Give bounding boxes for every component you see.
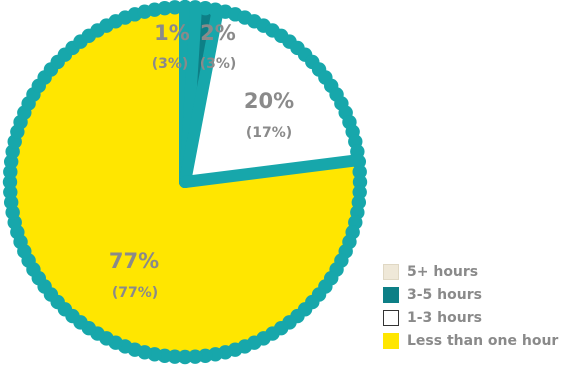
legend-swatch [383,263,399,280]
legend-item-1-3-hours: 1-3 hours [383,307,558,328]
slice-percent-label: 2% [200,21,236,45]
slice-secondary-label: (17%) [246,125,292,141]
legend-label: 5+ hours [407,263,479,280]
slice-separator [179,4,224,188]
border-bead [187,349,203,364]
legend-swatch [383,309,399,326]
slice-percent-label: 77% [109,249,159,273]
border-bead [352,174,368,190]
legend-item-3-5-hours: 3-5 hours [383,284,558,305]
legend-item-5-plus-hours: 5+ hours [383,261,558,282]
legend-label: 3-5 hours [407,286,482,303]
slice-percent-label: 1% [154,21,190,45]
pie-border [2,0,368,365]
border-bead [3,184,18,200]
border-bead [2,174,18,190]
legend-item-less-than-one-hour: Less than one hour [383,330,558,351]
legend-label: Less than one hour [407,332,559,349]
slice-secondary-label: (77%) [112,285,158,301]
pie-slice [185,10,359,182]
slice-percent-label: 20% [244,89,294,113]
border-bead [167,0,183,15]
slice-secondary-label: (3%) [200,56,237,72]
legend: 5+ hours 3-5 hours 1-3 hours Less than o… [383,261,558,353]
legend-swatch [383,332,399,349]
legend-label: 1-3 hours [407,309,482,326]
border-bead [177,349,193,365]
pie-labels: 1% (3%) 2% (3%) 20% (17%) 77% (77%) [109,21,294,301]
legend-swatch [383,286,399,303]
slice-secondary-label: (3%) [152,56,189,72]
border-bead [352,164,367,180]
slice-separator [179,154,365,188]
